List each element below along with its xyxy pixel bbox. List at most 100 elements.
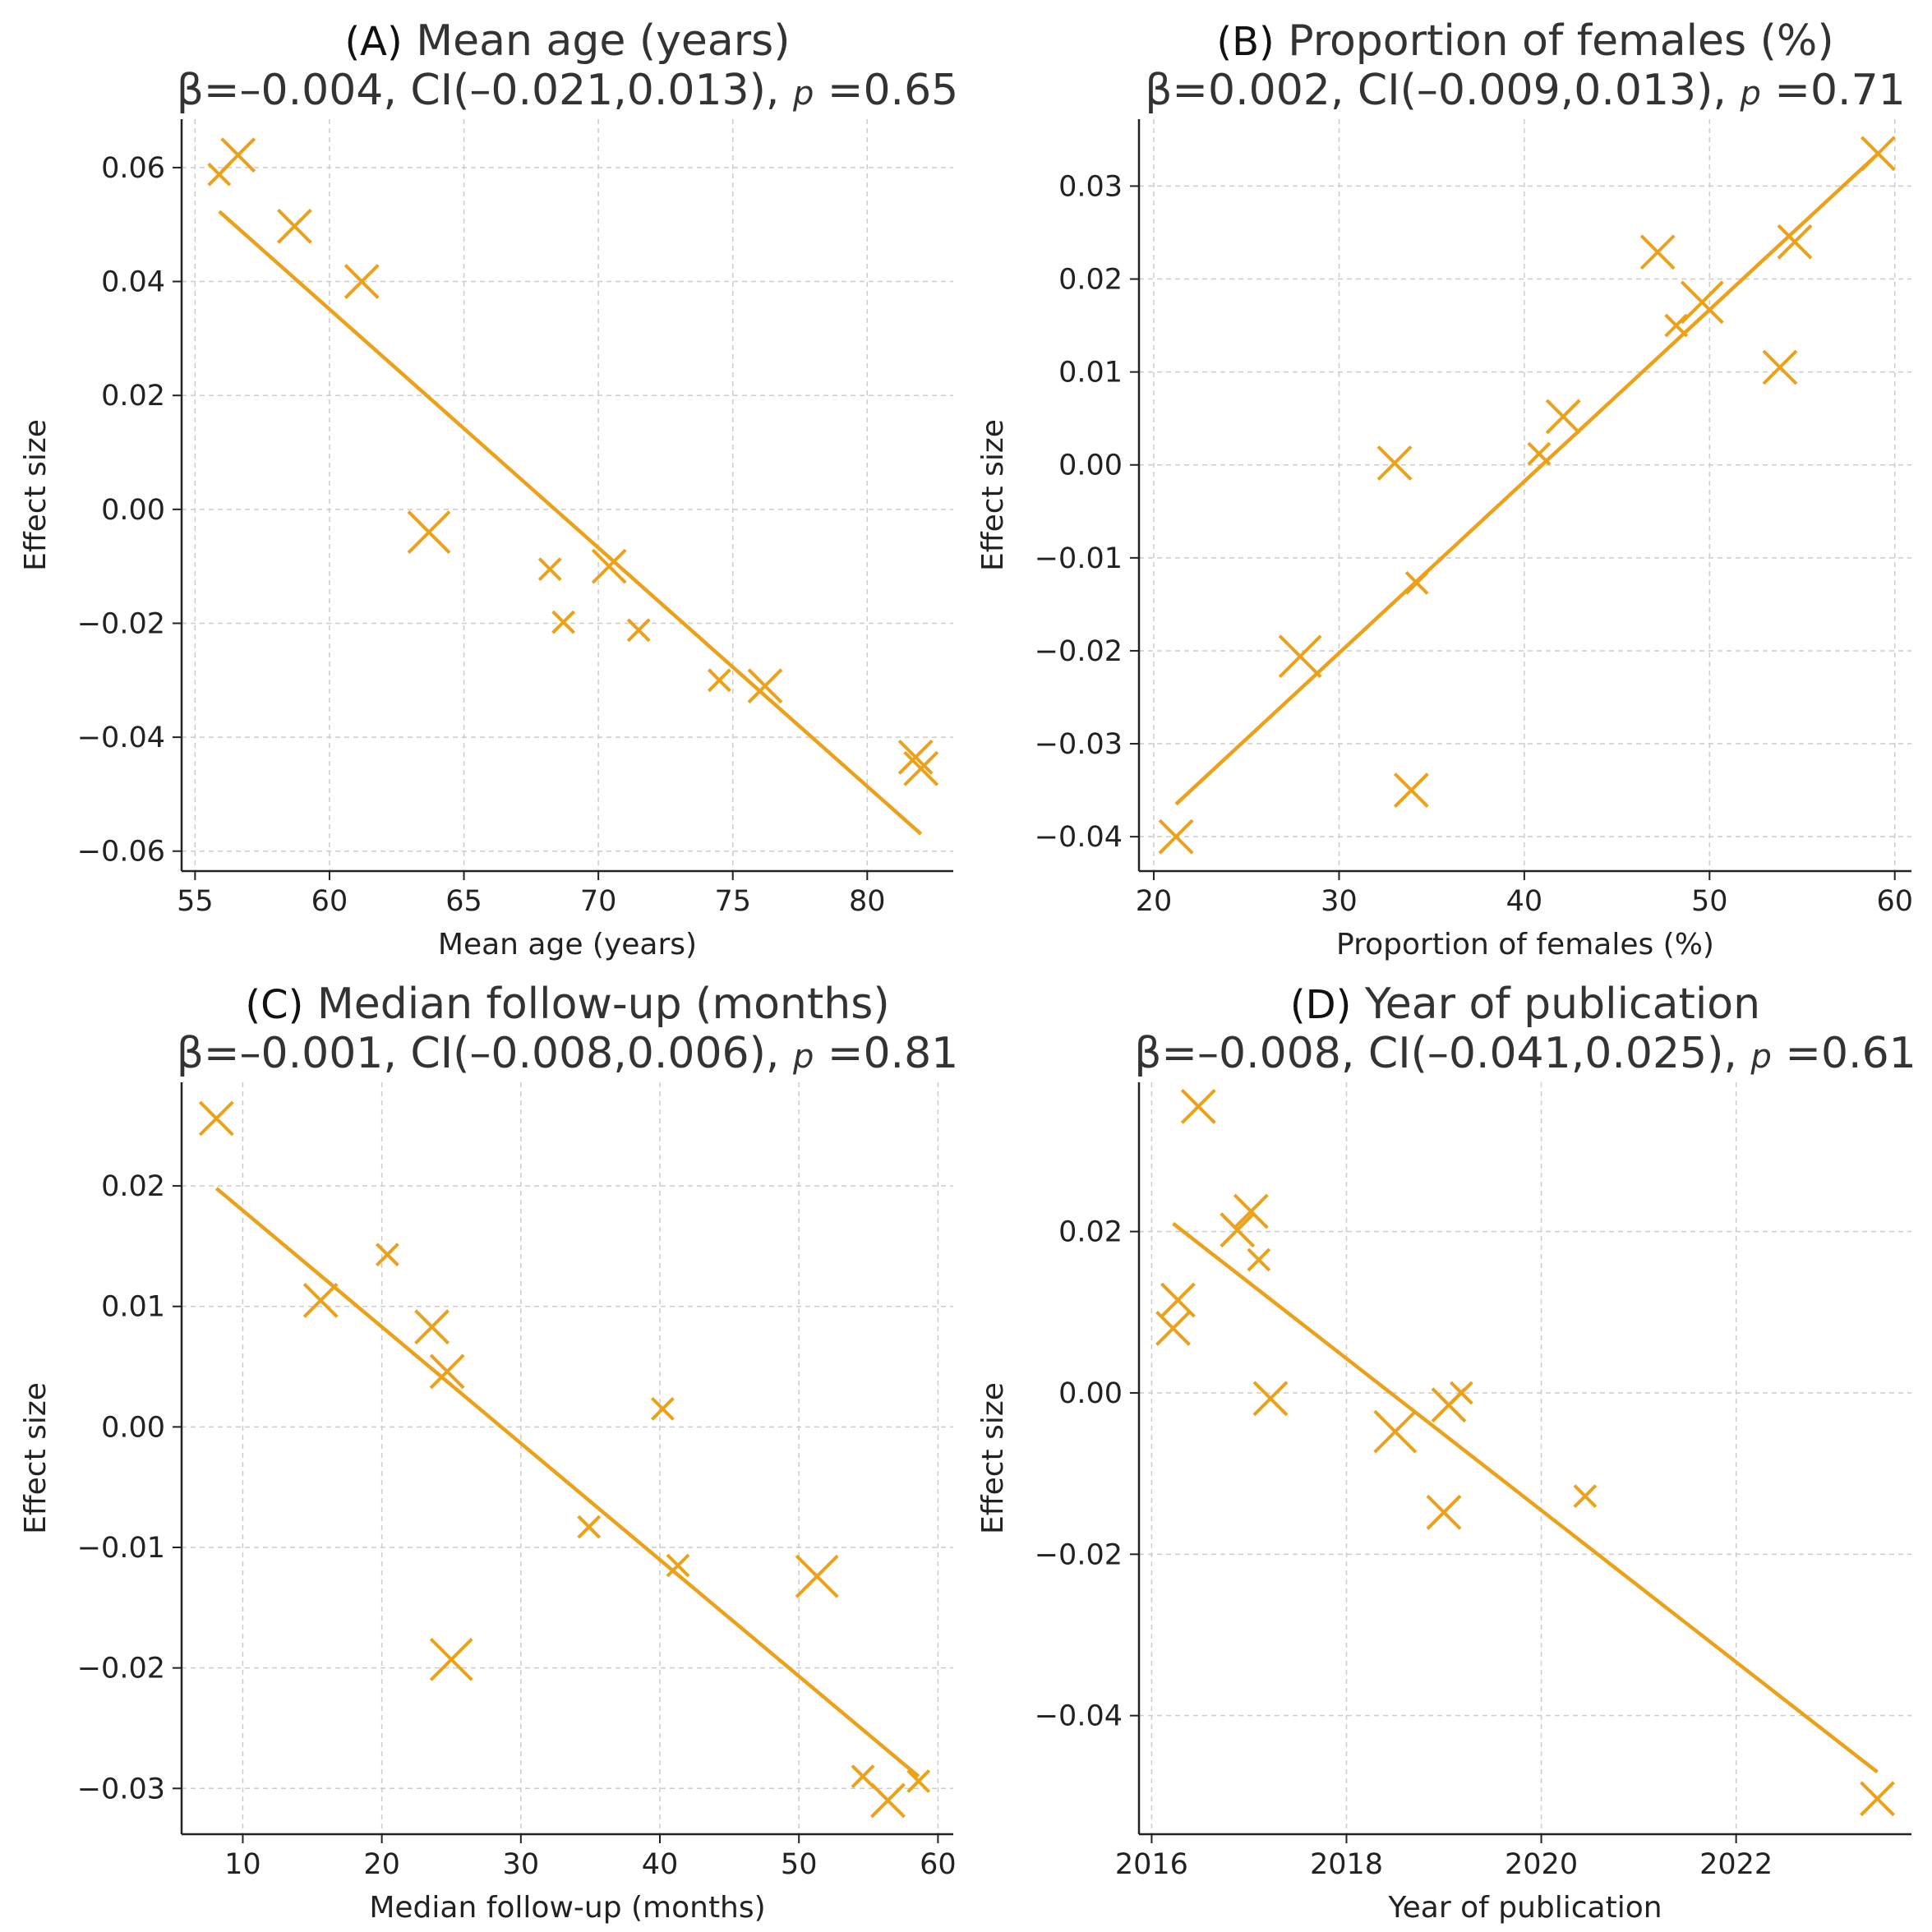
- x-tick-label: 2016: [1115, 1848, 1188, 1881]
- panel-stats: β=–0.001, CI(–0.008,0.006), p =0.81: [177, 1029, 959, 1078]
- p-value: =0.81: [814, 1029, 958, 1078]
- data-point: [666, 1553, 690, 1578]
- y-tick-label: −0.04: [1035, 1700, 1123, 1733]
- panel-stats: β=–0.004, CI(–0.021,0.013), p =0.65: [177, 66, 959, 115]
- data-point: [198, 1100, 234, 1137]
- x-tick-label: 20: [363, 1848, 400, 1881]
- data-point: [551, 610, 576, 634]
- x-tick-label: 30: [503, 1848, 540, 1881]
- x-tick-label: 40: [642, 1848, 679, 1881]
- x-tick-label: 2018: [1310, 1848, 1383, 1881]
- x-tick-label: 60: [1876, 885, 1913, 918]
- panel-a: 55 60 65 70 75 80 −0.06 −0.04 −0.02 0.00 0.02 0.04 0…: [19, 16, 958, 961]
- y-tick-label: 0.02: [101, 1170, 165, 1203]
- y-tick-label: 0.04: [101, 266, 165, 299]
- data-point: [1233, 1193, 1269, 1229]
- regression-line: [1174, 152, 1879, 806]
- data-point: [1545, 399, 1581, 435]
- y-tick-label: 0.00: [1058, 1377, 1123, 1410]
- data-point: [1180, 1089, 1216, 1124]
- panel-letter: (C): [245, 982, 303, 1028]
- panel-title: (A) Mean age (years): [344, 16, 790, 66]
- y-tick-label: −0.04: [1035, 821, 1123, 854]
- y-tick-label: −0.02: [1035, 1538, 1123, 1571]
- y-tick-label: −0.06: [77, 836, 165, 869]
- x-tick-label: 20: [1136, 885, 1173, 918]
- stats-text: β=–0.008, CI(–0.041,0.025),: [1134, 1029, 1750, 1078]
- data-point: [626, 618, 651, 643]
- y-tick-label: 0.02: [1058, 264, 1123, 297]
- regression-line: [1172, 1222, 1879, 1774]
- y-axis-label: Effect size: [976, 1382, 1010, 1534]
- panel-letter: (D): [1290, 982, 1351, 1028]
- panel-letter: (A): [344, 19, 402, 65]
- x-tick-label: 55: [177, 885, 214, 918]
- data-point: [429, 1637, 473, 1681]
- data-point: [1449, 1381, 1473, 1405]
- data-point: [851, 1764, 875, 1789]
- data-point: [1680, 280, 1724, 325]
- data-point: [591, 548, 627, 584]
- panel-letter: (B): [1216, 19, 1274, 65]
- x-axis-label: Year of publication: [1387, 1891, 1662, 1925]
- panel-d: 2016 2018 2020 2022 −0.04 −0.02 0.00 0.02 Year o…: [976, 980, 1916, 1925]
- y-tick-label: 0.01: [1058, 357, 1123, 390]
- data-point: [1527, 441, 1552, 466]
- data-point: [1404, 570, 1429, 595]
- panel-title: (D) Year of publication: [1290, 980, 1760, 1029]
- data-point: [870, 1782, 906, 1819]
- data-point: [707, 668, 731, 693]
- p-value: =0.61: [1772, 1029, 1916, 1078]
- y-tick-label: −0.02: [77, 607, 165, 640]
- data-point: [1860, 1781, 1895, 1817]
- panel-title: (B) Proportion of females (%): [1216, 16, 1833, 66]
- p-value: =0.71: [1761, 66, 1906, 115]
- panel-c: 10 20 30 40 50 60 −0.03 −0.02 −0.01 0.00 0.01 0.02 M…: [19, 980, 958, 1925]
- x-tick-label: 50: [781, 1848, 818, 1881]
- regression-line: [214, 1187, 920, 1778]
- panel-title: (C) Median follow-up (months): [245, 980, 889, 1029]
- x-axis-label: Median follow-up (months): [369, 1891, 765, 1925]
- data-point: [906, 1769, 931, 1793]
- p-symbol: p: [792, 1038, 814, 1076]
- data-point: [1376, 445, 1413, 481]
- data-point: [1861, 136, 1896, 172]
- y-tick-label: −0.02: [1035, 635, 1123, 668]
- stats-text: β=0.002, CI(–0.009,0.013),: [1145, 66, 1740, 115]
- x-tick-label: 80: [849, 885, 886, 918]
- x-tick-label: 75: [714, 885, 751, 918]
- data-point: [1252, 1381, 1289, 1417]
- x-tick-label: 40: [1506, 885, 1543, 918]
- y-tick-label: 0.00: [1058, 450, 1123, 482]
- x-axis-label: Mean age (years): [438, 928, 697, 961]
- data-point: [1393, 772, 1429, 809]
- y-tick-label: 0.03: [1058, 170, 1123, 203]
- y-tick-label: −0.02: [77, 1653, 165, 1685]
- data-point: [747, 668, 783, 704]
- y-tick-label: 0.00: [101, 494, 165, 527]
- data-point: [1639, 234, 1676, 270]
- p-symbol: p: [1739, 75, 1760, 113]
- y-axis-label: Effect size: [19, 419, 53, 571]
- p-value: =0.65: [814, 66, 958, 115]
- x-tick-label: 50: [1691, 885, 1728, 918]
- data-point: [795, 1554, 839, 1598]
- panel-title-text: Proportion of females (%): [1275, 16, 1834, 66]
- y-tick-label: −0.03: [1035, 728, 1123, 761]
- x-tick-label: 70: [580, 885, 617, 918]
- x-tick-label: 65: [445, 885, 482, 918]
- data-point: [897, 739, 934, 775]
- stats-text: β=–0.001, CI(–0.008,0.006),: [177, 1029, 793, 1078]
- y-tick-label: −0.03: [77, 1773, 165, 1805]
- stats-text: β=–0.004, CI(–0.021,0.013),: [177, 66, 793, 115]
- data-point: [1762, 349, 1798, 385]
- y-tick-label: 0.02: [101, 380, 165, 413]
- x-tick-label: 60: [311, 885, 348, 918]
- data-point: [1160, 1282, 1196, 1318]
- p-symbol: p: [1750, 1038, 1771, 1076]
- data-point: [375, 1243, 399, 1267]
- x-tick-label: 2022: [1699, 1848, 1773, 1881]
- data-point: [1777, 224, 1813, 260]
- x-tick-label: 30: [1321, 885, 1358, 918]
